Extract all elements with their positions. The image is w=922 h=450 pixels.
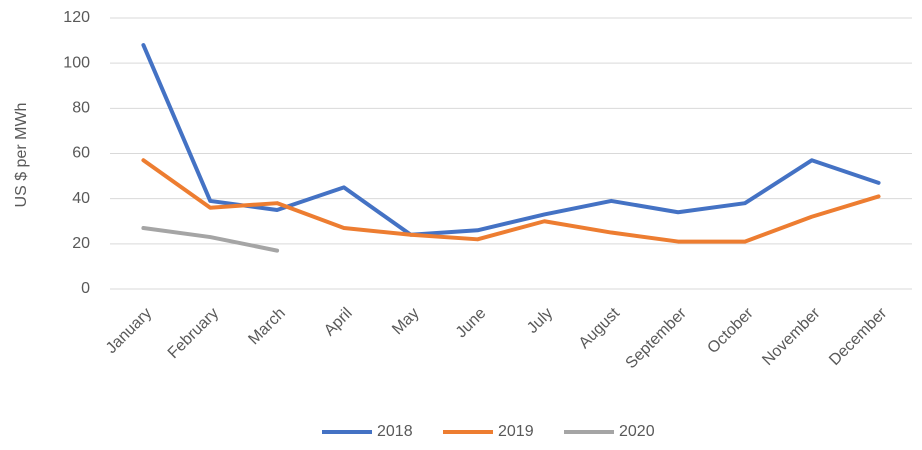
x-tick-label: February xyxy=(165,305,222,362)
line-series xyxy=(141,43,881,237)
y-tick-label: 120 xyxy=(63,9,90,26)
x-tick-label: March xyxy=(245,305,288,348)
y-axis-title: US $ per MWh xyxy=(13,103,30,208)
y-tick-label: 80 xyxy=(72,100,90,117)
x-tick-label: May xyxy=(389,305,422,338)
x-tick-label: July xyxy=(524,305,556,337)
y-tick-label: 40 xyxy=(72,190,90,207)
line-series xyxy=(141,158,881,244)
x-tick-label: September xyxy=(623,304,691,372)
legend-label: 2020 xyxy=(619,423,655,440)
x-tick-label: April xyxy=(321,305,356,340)
x-tick-label: June xyxy=(453,305,490,342)
x-tick-label: January xyxy=(103,305,155,357)
line-series xyxy=(141,226,280,253)
y-tick-label: 100 xyxy=(63,54,90,71)
y-tick-label: 20 xyxy=(72,235,90,252)
y-tick-label: 0 xyxy=(81,280,90,297)
x-tick-label: December xyxy=(826,304,891,369)
legend-label: 2018 xyxy=(377,423,413,440)
x-tick-label: October xyxy=(704,304,757,357)
legend-label: 2019 xyxy=(498,423,534,440)
y-tick-label: 60 xyxy=(72,145,90,162)
x-tick-label: August xyxy=(576,304,624,352)
x-tick-label: November xyxy=(759,304,824,369)
